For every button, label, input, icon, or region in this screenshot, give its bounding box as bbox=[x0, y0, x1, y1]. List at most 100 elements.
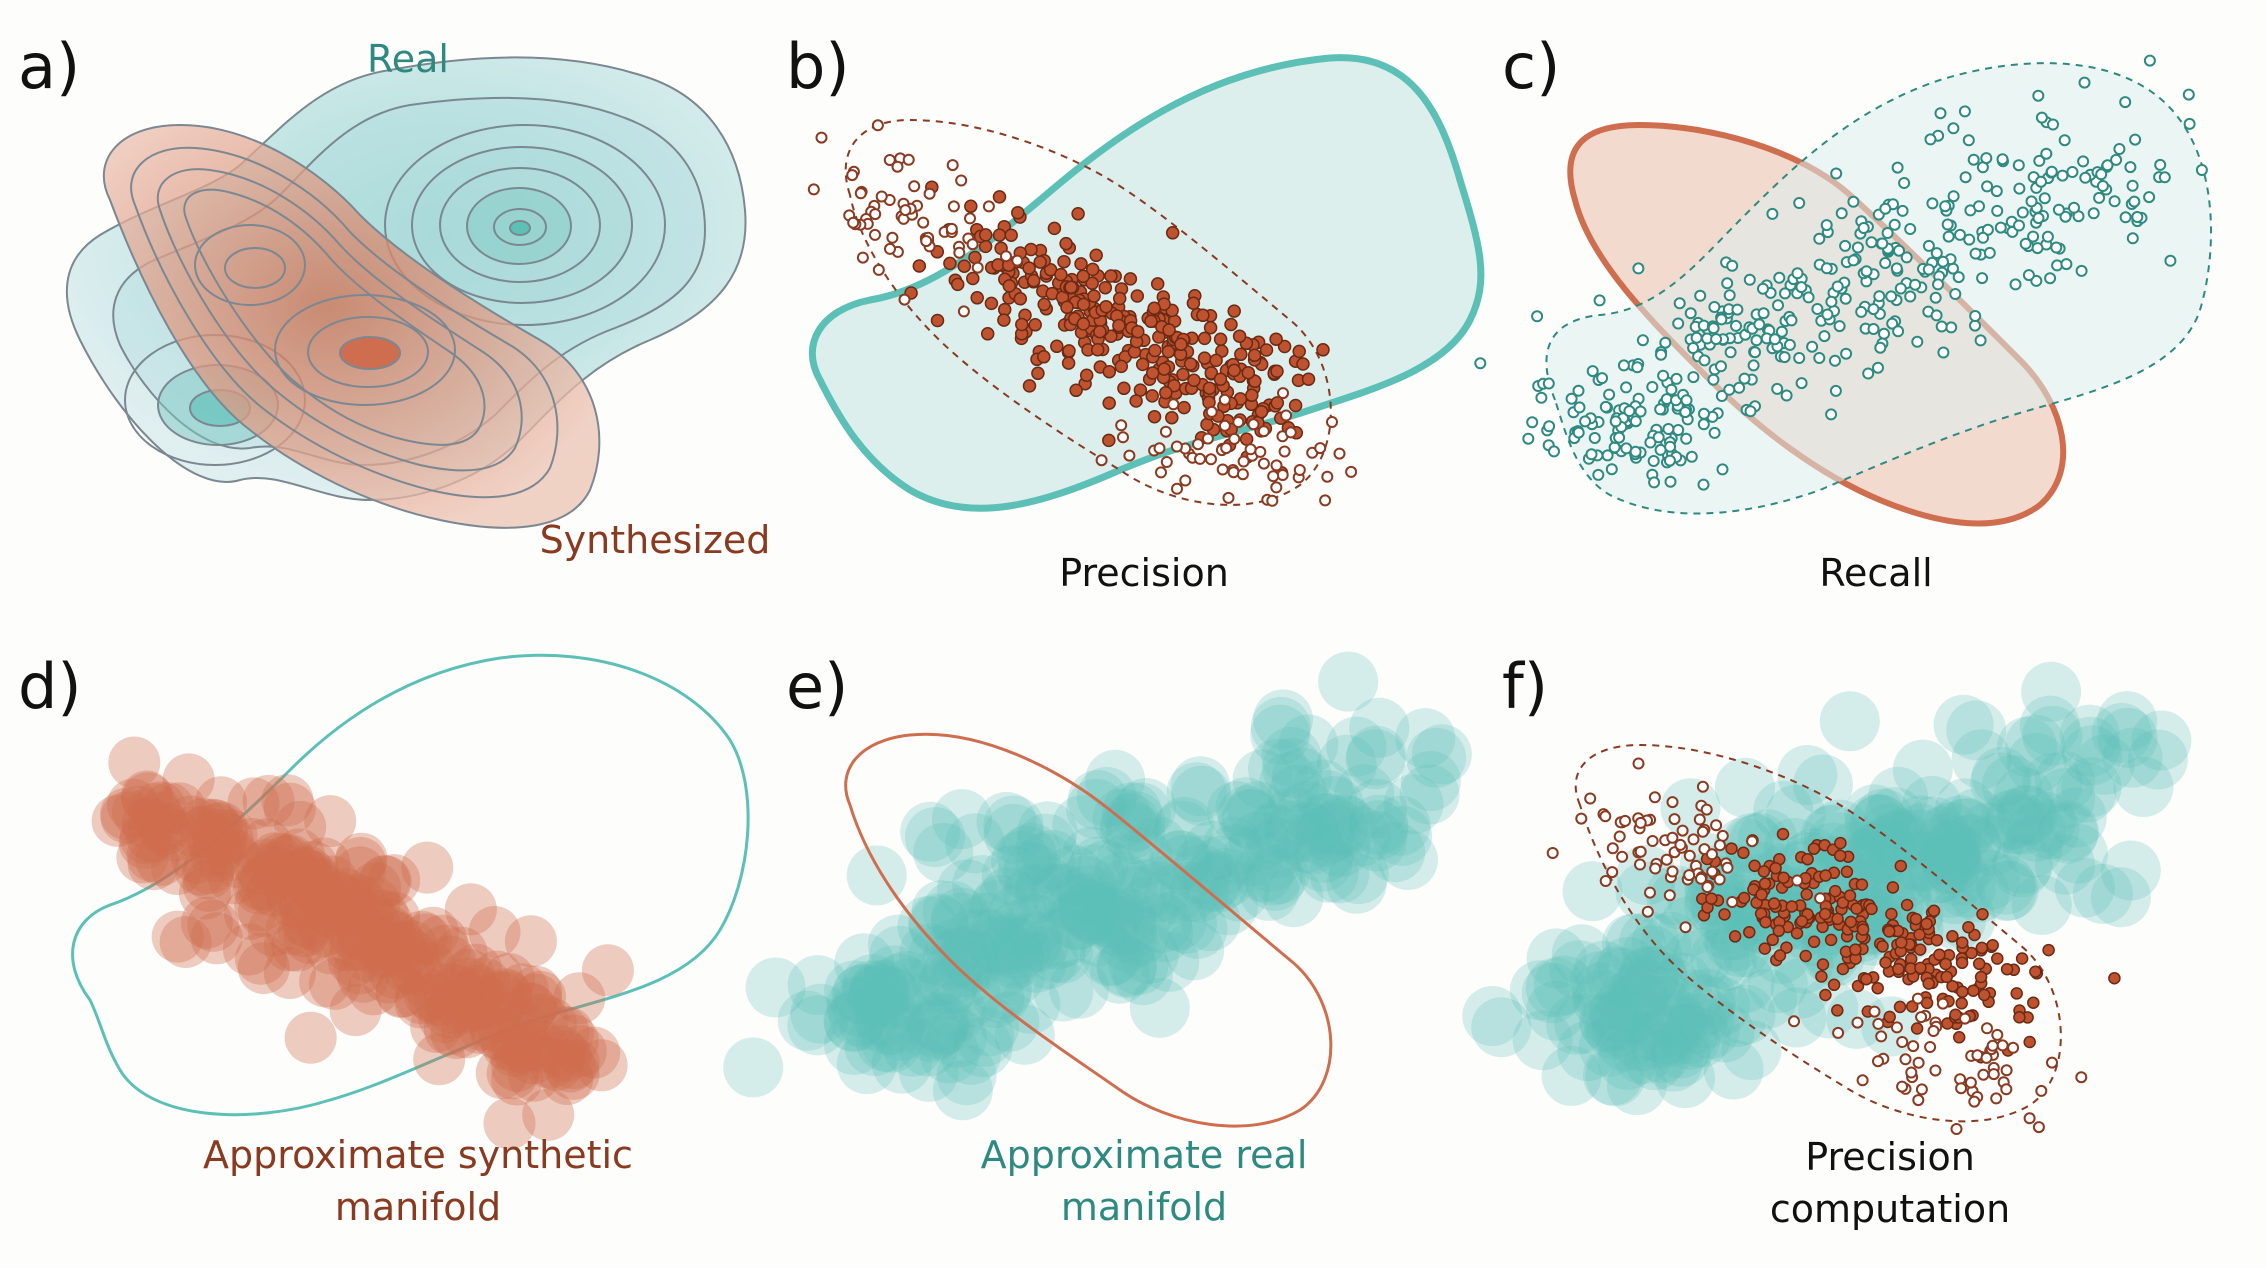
real-ball bbox=[988, 884, 1049, 945]
synthetic-ball bbox=[247, 904, 300, 957]
synthetic-ball bbox=[360, 925, 413, 978]
synthetic-point bbox=[1085, 262, 1100, 277]
real-ball bbox=[919, 1023, 980, 1084]
real-ball bbox=[1042, 870, 1103, 931]
synthetic-point-outside bbox=[1634, 845, 1647, 858]
real-ball bbox=[1326, 853, 1387, 914]
real-ball bbox=[1928, 845, 1989, 906]
real-ball bbox=[911, 880, 972, 941]
real-ball bbox=[856, 994, 917, 1055]
real-ball bbox=[824, 960, 885, 1021]
real-ball bbox=[1891, 795, 1952, 856]
real-ball bbox=[832, 977, 893, 1038]
synthetic-point bbox=[1892, 962, 1905, 976]
synthetic-point-outside bbox=[1115, 419, 1128, 432]
synthetic-point-outside bbox=[1218, 419, 1231, 432]
synthetic-point-outside bbox=[807, 183, 820, 196]
real-ball bbox=[1144, 863, 1205, 924]
synthetic-point-outside bbox=[2007, 1041, 2020, 1054]
real-ball bbox=[2091, 703, 2152, 763]
real-point bbox=[1872, 361, 1884, 374]
synthetic-ball bbox=[435, 926, 488, 979]
real-point bbox=[1648, 476, 1661, 489]
real-point bbox=[1680, 432, 1693, 445]
real-ball bbox=[2002, 817, 2063, 878]
real-point bbox=[1947, 122, 1960, 135]
real-ball bbox=[2034, 751, 2095, 812]
real-ball bbox=[908, 893, 968, 954]
real-ball bbox=[926, 981, 987, 1042]
synthetic-ball bbox=[410, 1000, 463, 1053]
synthetic-point bbox=[1296, 357, 1310, 371]
synthetic-point bbox=[1147, 301, 1161, 316]
real-ball bbox=[1660, 1009, 1720, 1070]
real-ball bbox=[1001, 913, 1062, 974]
synthetic-ball bbox=[177, 797, 230, 850]
synthetic-ball bbox=[137, 799, 190, 852]
real-point bbox=[1629, 445, 1642, 458]
synthetic-point-outside bbox=[1924, 1041, 1937, 1053]
real-ball bbox=[876, 951, 937, 1011]
real-point bbox=[2027, 230, 2040, 243]
real-ball bbox=[2062, 725, 2123, 786]
real-ball bbox=[1850, 794, 1911, 855]
real-ball bbox=[944, 908, 1005, 969]
synthetic-ball bbox=[183, 842, 236, 894]
synthetic-point bbox=[1879, 956, 1892, 969]
synthetic-ball bbox=[226, 818, 278, 870]
synthetic-point-outside bbox=[1912, 1094, 1925, 1107]
synthetic-ball bbox=[524, 997, 577, 1050]
real-point bbox=[1839, 292, 1852, 305]
real-ball bbox=[1263, 786, 1324, 847]
real-ball bbox=[976, 791, 1037, 852]
synthetic-ball bbox=[121, 797, 174, 850]
synthetic-point-outside bbox=[1584, 792, 1597, 805]
synthetic-point-outside bbox=[1788, 1015, 1800, 1028]
synthetic-ball bbox=[284, 877, 337, 930]
real-point bbox=[1772, 299, 1784, 312]
real-point bbox=[1542, 377, 1555, 390]
real-point bbox=[1775, 325, 1788, 338]
real-ball bbox=[2097, 707, 2158, 768]
real-point bbox=[2182, 88, 2195, 101]
real-point bbox=[1963, 233, 1976, 246]
synthetic-point bbox=[1064, 280, 1078, 295]
synthetic-ball bbox=[348, 876, 401, 929]
synthetic-ball bbox=[205, 809, 258, 862]
real-ball bbox=[2113, 757, 2174, 817]
real-point bbox=[1662, 423, 1675, 435]
real-point bbox=[1879, 202, 1892, 215]
synthetic-ball bbox=[547, 1037, 600, 1090]
synthetic-point bbox=[1819, 869, 1832, 882]
synthetic-point bbox=[1232, 329, 1247, 343]
real-point bbox=[1707, 322, 1720, 335]
real-ball bbox=[1108, 935, 1169, 995]
real-point bbox=[2143, 191, 2156, 204]
synthetic-ball bbox=[106, 778, 159, 831]
synthetic-ball bbox=[496, 963, 549, 1016]
real-ball bbox=[909, 991, 969, 1052]
real-ball bbox=[1856, 875, 1917, 936]
real-ball bbox=[2131, 710, 2192, 771]
synthetic-ball bbox=[281, 845, 334, 898]
real-ball bbox=[1105, 791, 1166, 852]
real-ball bbox=[1959, 849, 2020, 910]
synthetic-point-outside bbox=[1986, 1039, 1999, 1052]
real-ball bbox=[1004, 894, 1065, 955]
real-ball bbox=[871, 1000, 931, 1061]
synthetic-point bbox=[1085, 276, 1099, 291]
real-ball bbox=[898, 1041, 959, 1102]
real-ball bbox=[1997, 716, 2057, 777]
real-ball bbox=[1868, 766, 1928, 827]
real-ball bbox=[871, 1033, 932, 1094]
synthetic-point-outside bbox=[1205, 405, 1218, 418]
synthetic-point-outside bbox=[1171, 482, 1183, 495]
synthetic-point bbox=[1930, 933, 1944, 947]
synthetic-ball bbox=[289, 858, 342, 911]
real-point bbox=[1768, 333, 1781, 346]
synthetic-point bbox=[1831, 912, 1844, 926]
real-ball bbox=[1696, 931, 1757, 991]
real-ball bbox=[1871, 865, 1932, 925]
real-ball bbox=[1334, 764, 1395, 825]
real-point bbox=[1835, 207, 1848, 220]
